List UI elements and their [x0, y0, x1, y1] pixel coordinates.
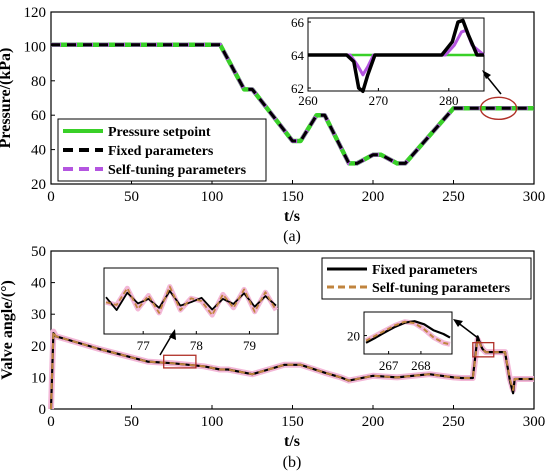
panel-a-zoom-arrowhead: [482, 70, 491, 79]
panel-b-series: [48, 328, 534, 410]
inset-bl-x-tick-label: 78: [190, 338, 203, 353]
inset-br-x-tick-label: 267: [379, 358, 399, 373]
y-tick-label: 60: [31, 108, 46, 124]
panel-b-inset-right: 267 268 20: [347, 311, 453, 373]
series-fixed-line: [51, 43, 534, 165]
y-tick-label: 20: [31, 177, 46, 193]
panel-b-zoom-rect-right: [472, 341, 495, 358]
panel-b-left-arrowhead: [169, 329, 176, 340]
panel-a-y-axis-label: Pressure/(kPa): [0, 48, 14, 149]
panel-b-legend: Fixed parameters Self-tuning parameters: [321, 257, 532, 300]
x-tick-label: 200: [362, 189, 385, 205]
inset-a-y-tick-label: 64: [291, 48, 305, 63]
series-b-selftuning-line: [50, 330, 534, 410]
panel-a-caption: (a): [283, 228, 301, 245]
y-tick-label: 20: [31, 339, 46, 355]
inset-bl-selftuning-line: [105, 285, 277, 317]
y-tick-label: 30: [31, 307, 46, 323]
panel-b-right-arrow: [456, 321, 479, 339]
x-tick-label: 150: [281, 414, 304, 430]
inset-br-selftuning-line: [365, 320, 451, 346]
panel-b-inset-left: 77 78 79: [103, 267, 279, 353]
x-tick-label: 250: [442, 189, 465, 205]
y-tick-label: 0: [39, 402, 47, 418]
inset-a-y-tick-label: 62: [291, 81, 304, 96]
y-tick-label: 10: [31, 370, 46, 386]
panel-b-x-axis-label: t/s: [284, 433, 300, 450]
panel-b-y-axis-label: Valve angle/(°): [0, 280, 16, 380]
inset-a-x-tick-label: 280: [439, 93, 459, 108]
x-tick-label: 200: [362, 414, 385, 430]
legend-b-fixed-label: Fixed parameters: [372, 263, 478, 278]
y-tick-label: 120: [24, 5, 47, 21]
inset-a-y-tick-label: 66: [291, 15, 305, 30]
panel-a-inset: 260 270 280 62 64 66: [291, 15, 485, 108]
panel-a-legend: Pressure setpoint Fixed parameters Self-…: [57, 118, 267, 182]
x-tick-label: 0: [47, 414, 55, 430]
panel-a-pressure: 20 40 60 80 100 120 0 50 100 150 200 250 300 Pressu…: [0, 5, 545, 245]
inset-a-x-tick-label: 260: [298, 93, 318, 108]
panel-a-x-ticks: 0 50 100 150 200 250 300: [47, 180, 545, 205]
legend-fixed-label: Fixed parameters: [108, 144, 214, 159]
panel-a-x-axis-label: t/s: [284, 208, 300, 225]
panel-b-zoom-rect-left: [163, 354, 197, 369]
panel-a-inset-ticks: 260 270 280 62 64 66: [291, 15, 459, 108]
x-tick-label: 150: [281, 189, 304, 205]
x-tick-label: 0: [47, 189, 55, 205]
legend-selftuning-label: Self-tuning parameters: [108, 163, 247, 178]
panel-a-zoom-ellipse: [479, 96, 518, 121]
x-tick-label: 100: [201, 189, 224, 205]
panel-b-right-arrowhead: [453, 319, 463, 327]
panel-b-valve: 0 10 20 30 40 50 0 50 100 150 200 250 300 Valve ang…: [0, 244, 545, 471]
inset-bl-x-tick-label: 79: [243, 338, 256, 353]
panel-a-series: [51, 42, 534, 166]
x-tick-label: 50: [124, 414, 139, 430]
inset-a-fixed-line: [308, 18, 484, 94]
series-b-halo: [48, 328, 534, 410]
panel-b-inset-right-series: [364, 319, 451, 347]
panel-b-legend-box: [321, 257, 532, 300]
panel-b-inset-left-ticks: 77 78 79: [137, 331, 256, 353]
legend-b-selftuning-label: Self-tuning parameters: [372, 281, 511, 296]
y-tick-label: 40: [31, 143, 46, 159]
inset-bl-fixed-line: [105, 290, 277, 312]
panel-b-x-ticks: 0 50 100 150 200 250 300: [47, 405, 545, 430]
y-tick-label: 80: [31, 74, 46, 90]
panel-b-y-ticks: 0 10 20 30 40 50: [31, 244, 55, 418]
inset-br-y-tick-label: 20: [347, 329, 360, 344]
panel-b-caption: (b): [283, 454, 302, 471]
x-tick-label: 50: [124, 189, 139, 205]
legend-setpoint-label: Pressure setpoint: [108, 125, 211, 140]
inset-br-x-tick-label: 268: [411, 358, 431, 373]
series-b-fixed-line: [49, 332, 534, 410]
inset-a-x-tick-label: 270: [369, 93, 389, 108]
panel-b-inset-left-series: [105, 284, 279, 318]
y-tick-label: 50: [31, 244, 46, 260]
y-tick-label: 100: [24, 39, 47, 55]
x-tick-label: 300: [523, 189, 546, 205]
y-tick-label: 40: [31, 276, 46, 292]
x-tick-label: 100: [201, 414, 224, 430]
x-tick-label: 300: [523, 414, 546, 430]
inset-bl-x-tick-label: 77: [137, 338, 151, 353]
panel-a-inset-series: [308, 18, 485, 94]
panel-b-inset-right-ticks: 267 268 20: [347, 329, 431, 373]
x-tick-label: 250: [442, 414, 465, 430]
panel-a-y-ticks: 20 40 60 80 100 120: [24, 5, 55, 193]
